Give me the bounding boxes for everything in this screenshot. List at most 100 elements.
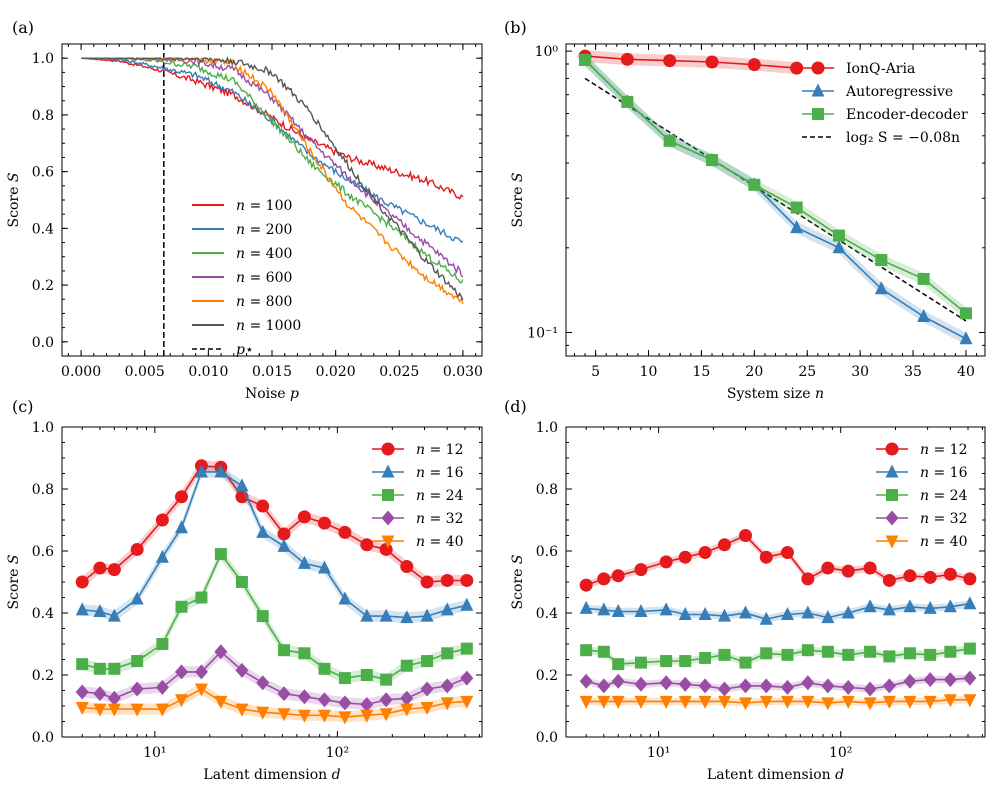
x-tick-label: 0.000 (61, 364, 101, 380)
marker-square (706, 154, 719, 167)
x-tick-label: 35 (904, 364, 922, 380)
marker-square (93, 662, 106, 675)
series-line (584, 55, 797, 69)
x-tick-label: 25 (798, 364, 816, 380)
text-part: Score (510, 564, 526, 609)
marker-diamond (155, 679, 169, 695)
text-part: = 40 (425, 534, 463, 550)
legend-label: n = 24 (416, 488, 464, 504)
text-part: ⋆ (245, 342, 254, 358)
marker-triangle (93, 603, 107, 617)
marker-circle (678, 550, 692, 564)
text-part: = 32 (425, 511, 463, 527)
marker-square (660, 655, 673, 668)
text-part: Score (6, 564, 22, 609)
marker-diamond (214, 644, 228, 660)
marker-diamond (93, 686, 107, 702)
legend-label: n = 1000 (236, 318, 301, 334)
x-tick-label: 5 (591, 364, 600, 380)
text-part: n (416, 465, 425, 481)
marker-triangle-down (780, 695, 794, 709)
marker-diamond (130, 681, 144, 697)
marker-triangle-down (943, 694, 957, 708)
y-tick-label: 1.0 (536, 420, 558, 436)
marker-triangle (235, 478, 249, 492)
panel-d: (d) 10¹ 10² 0.0 0.2 0.4 0.6 0.8 1.0 Latent dimens… (504, 397, 986, 783)
marker-triangle (963, 596, 977, 610)
marker-square (214, 548, 227, 561)
marker-triangle (460, 597, 474, 611)
marker-circle (821, 561, 835, 575)
legend-label: n = 12 (416, 442, 463, 458)
legend-label: n = 32 (416, 511, 463, 527)
marker-diamond (277, 686, 291, 702)
marker-triangle-down (738, 697, 752, 711)
legend-label: n = 16 (416, 465, 464, 481)
x-tick-label: 15 (693, 364, 711, 380)
legend-label: n = 40 (920, 534, 967, 550)
marker-triangle-down (155, 703, 169, 717)
error-band (585, 54, 966, 320)
marker-diamond (678, 676, 692, 692)
marker-diamond (256, 675, 270, 691)
marker-square (195, 591, 208, 604)
legend-label: log₂ S = −0.08n (846, 130, 960, 146)
text-part: = 16 (425, 465, 464, 481)
marker-triangle-down (963, 694, 977, 708)
text-part: n (236, 270, 245, 286)
marker-diamond (923, 672, 937, 688)
marker-square (944, 645, 957, 658)
panel-label: (a) (12, 18, 34, 37)
legend-label: Encoder-decoder (846, 107, 968, 123)
marker-circle (759, 550, 773, 564)
marker-diamond (235, 662, 249, 678)
text-part: n (236, 222, 245, 238)
text-part: d (835, 767, 844, 783)
marker-square (318, 662, 331, 675)
marker-diamond (863, 681, 877, 697)
marker-circle (75, 575, 89, 589)
marker-triangle (790, 220, 804, 234)
marker-triangle (379, 608, 393, 622)
marker-circle (698, 546, 712, 560)
x-tick-label: 0.010 (188, 364, 228, 380)
marker-square (579, 53, 592, 66)
marker-triangle (885, 464, 899, 478)
marker-square (875, 253, 888, 266)
marker-triangle (923, 600, 937, 614)
text-part: Noise (245, 386, 290, 402)
text-part: Latent dimension (707, 767, 835, 783)
marker-circle (360, 538, 374, 552)
marker-circle (841, 564, 855, 578)
marker-triangle (338, 591, 352, 605)
marker-circle (717, 538, 731, 552)
marker-triangle-down (194, 683, 208, 697)
text-part: S (510, 173, 526, 183)
marker-triangle (175, 520, 189, 534)
x-tick-label: 10² (829, 745, 852, 761)
text-part: = 100 (245, 198, 292, 214)
marker-triangle-down (903, 695, 917, 709)
marker-triangle (256, 524, 270, 538)
marker-circle (963, 572, 977, 586)
marker-square (959, 307, 972, 320)
marker-circle (93, 561, 107, 575)
marker-triangle-down (175, 694, 189, 708)
text-part: p (290, 386, 299, 402)
marker-diamond (611, 673, 625, 689)
marker-square (634, 656, 647, 669)
marker-diamond (943, 672, 957, 688)
marker-triangle (959, 331, 973, 345)
marker-square (277, 644, 290, 657)
legend-label: n = 40 (416, 534, 463, 550)
text-part: n (920, 442, 929, 458)
marker-triangle (811, 83, 825, 97)
panel-a: (a) 0.000 0.005 0.010 0.015 0.020 0.025 0.030 0.… (6, 18, 483, 402)
marker-triangle-down (579, 695, 593, 709)
text-part: = 600 (245, 270, 292, 286)
marker-triangle-down (634, 695, 648, 709)
marker-triangle (821, 610, 835, 624)
y-tick-label: 10⁻¹ (527, 325, 558, 341)
marker-triangle-down (882, 695, 896, 709)
marker-circle (863, 561, 877, 575)
